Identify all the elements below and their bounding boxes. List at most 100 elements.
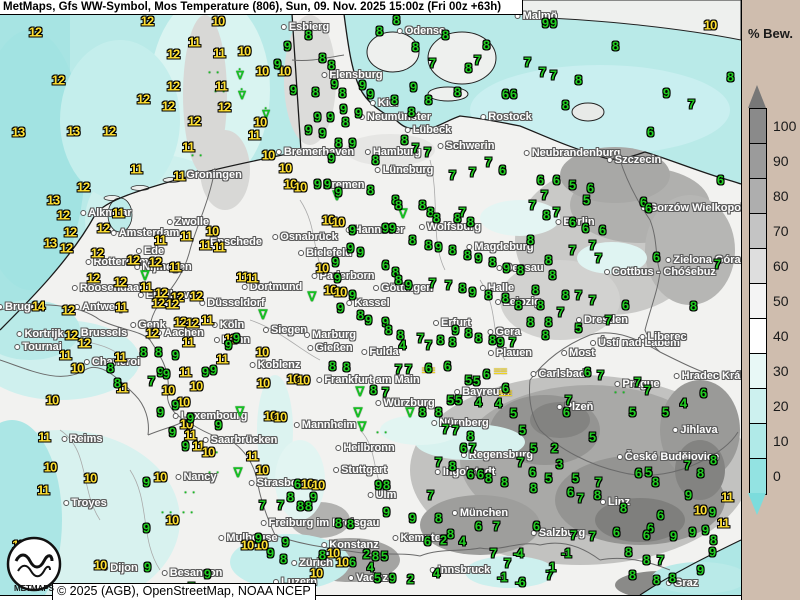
city-label: Bremen <box>315 179 364 191</box>
temp-value: 8 <box>375 23 383 39</box>
temp-value: 9 <box>171 397 179 413</box>
scale-segment <box>749 143 767 180</box>
temp-value: 9 <box>168 424 176 440</box>
city-label: Mulhouse <box>218 532 278 544</box>
city-marker-icon <box>260 520 267 527</box>
temp-value: 12 <box>51 72 66 88</box>
temp-value: 11 <box>112 205 125 221</box>
city-label: Ulm <box>367 489 396 501</box>
city-label: Hannover <box>345 224 404 236</box>
temp-value: 6 <box>586 180 594 196</box>
temp-value: 10 <box>189 378 204 394</box>
city-marker-icon <box>665 580 672 587</box>
city-marker-icon <box>304 332 310 339</box>
temp-value: 9 <box>381 314 389 330</box>
temp-value: 10 <box>309 565 324 581</box>
temp-value: 7 <box>545 567 553 583</box>
map-canvas[interactable]: Esbjerg Odense Malmö Flensburg Kiel Neumünste… <box>0 0 762 596</box>
temp-value: 10 <box>255 462 270 478</box>
temp-value: 2 <box>550 440 558 456</box>
temp-value: 7 <box>441 421 449 437</box>
scale-tick-label: 100 <box>773 117 797 134</box>
temp-value: 12 <box>136 91 151 107</box>
temp-value: 12 <box>76 179 91 195</box>
city-marker-icon <box>437 143 444 150</box>
temp-value: 9 <box>289 82 297 98</box>
temp-value: 9 <box>364 312 372 328</box>
temp-value: 8 <box>424 237 432 253</box>
city-marker-icon <box>0 304 4 311</box>
city-marker-icon <box>316 377 323 384</box>
temp-value: 6 <box>459 440 467 456</box>
temp-value: 8 <box>356 307 364 323</box>
city-label: Genk <box>130 319 166 331</box>
temp-value: 7 <box>540 187 548 203</box>
temp-value: 8 <box>488 254 496 270</box>
scale-segment <box>749 318 767 355</box>
temp-value: 10 <box>201 444 216 460</box>
city-marker-icon <box>606 157 613 164</box>
city-label: Liberec <box>639 331 687 343</box>
temp-value: 4 <box>474 394 482 410</box>
temp-value: 8 <box>366 182 374 198</box>
temp-value: 8 <box>448 458 456 474</box>
city-marker-icon <box>71 285 78 292</box>
city-marker-icon <box>480 114 487 121</box>
temp-value: 6 <box>656 507 664 523</box>
temp-value: -1 <box>497 569 508 585</box>
temp-value: 8 <box>318 50 326 66</box>
temp-value: 5 <box>464 372 472 388</box>
temp-value: 11 <box>180 228 193 244</box>
weather-symbol-drizzle-icon: ∙ ∙ <box>213 86 227 98</box>
temp-value: 13 <box>11 124 26 140</box>
temp-value: 8 <box>279 551 287 567</box>
temp-value: 1 <box>548 559 556 575</box>
city-marker-icon <box>530 530 537 537</box>
temp-value: 7 <box>423 144 431 160</box>
temp-value: 10 <box>277 63 292 79</box>
temp-value: 8 <box>463 247 471 263</box>
temp-value: 9 <box>374 477 382 493</box>
city-marker-icon <box>16 331 23 338</box>
temp-value: 7 <box>404 361 412 377</box>
temp-value: 13 <box>46 192 61 208</box>
metmaps-logo-icon[interactable]: METMAPS <box>4 531 64 595</box>
temp-value: 5 <box>574 320 582 336</box>
temp-value: 5 <box>529 440 537 456</box>
temp-value: 8 <box>652 572 660 588</box>
temp-value: 9 <box>468 284 476 300</box>
city-marker-icon <box>555 219 562 226</box>
temp-value: 9 <box>326 109 334 125</box>
temp-value: 9 <box>334 184 342 200</box>
city-label: Ingolstadt <box>434 466 495 478</box>
temp-value: 7 <box>656 552 664 568</box>
temp-value: 7 <box>549 67 557 83</box>
temp-value: 4 <box>494 395 502 411</box>
temp-value: 10 <box>237 43 252 59</box>
city-label: Alkmaar <box>80 207 132 219</box>
temp-value: 8 <box>436 332 444 348</box>
weather-symbol-shower-icon: ∇ <box>258 307 268 322</box>
temp-value: 4 <box>366 559 374 575</box>
temp-value: 6 <box>348 554 356 570</box>
temp-value: 6 <box>381 257 389 273</box>
temp-value: 7 <box>604 312 612 328</box>
temp-value: 6 <box>646 520 654 536</box>
temp-value: 10 <box>165 512 180 528</box>
weather-symbol-shower-icon: ∇ <box>353 405 363 420</box>
temp-value: 8 <box>432 210 440 226</box>
temp-value: 9 <box>434 239 442 255</box>
temp-value: 5 <box>661 404 669 420</box>
temp-value: 8 <box>400 132 408 148</box>
city-label: Lüneburg <box>374 164 433 176</box>
temp-value: 9 <box>348 287 356 303</box>
temp-value: 5 <box>380 548 388 564</box>
temp-value: 12 <box>165 296 180 312</box>
temp-value: 12 <box>154 285 169 301</box>
city-label: Plauen <box>487 347 532 359</box>
city-marker-icon <box>175 474 182 481</box>
weather-symbol-fog-icon: ≡≡ <box>421 362 435 378</box>
city-marker-icon <box>433 320 440 327</box>
city-marker-icon <box>487 329 494 336</box>
temp-value: 8 <box>382 477 390 493</box>
